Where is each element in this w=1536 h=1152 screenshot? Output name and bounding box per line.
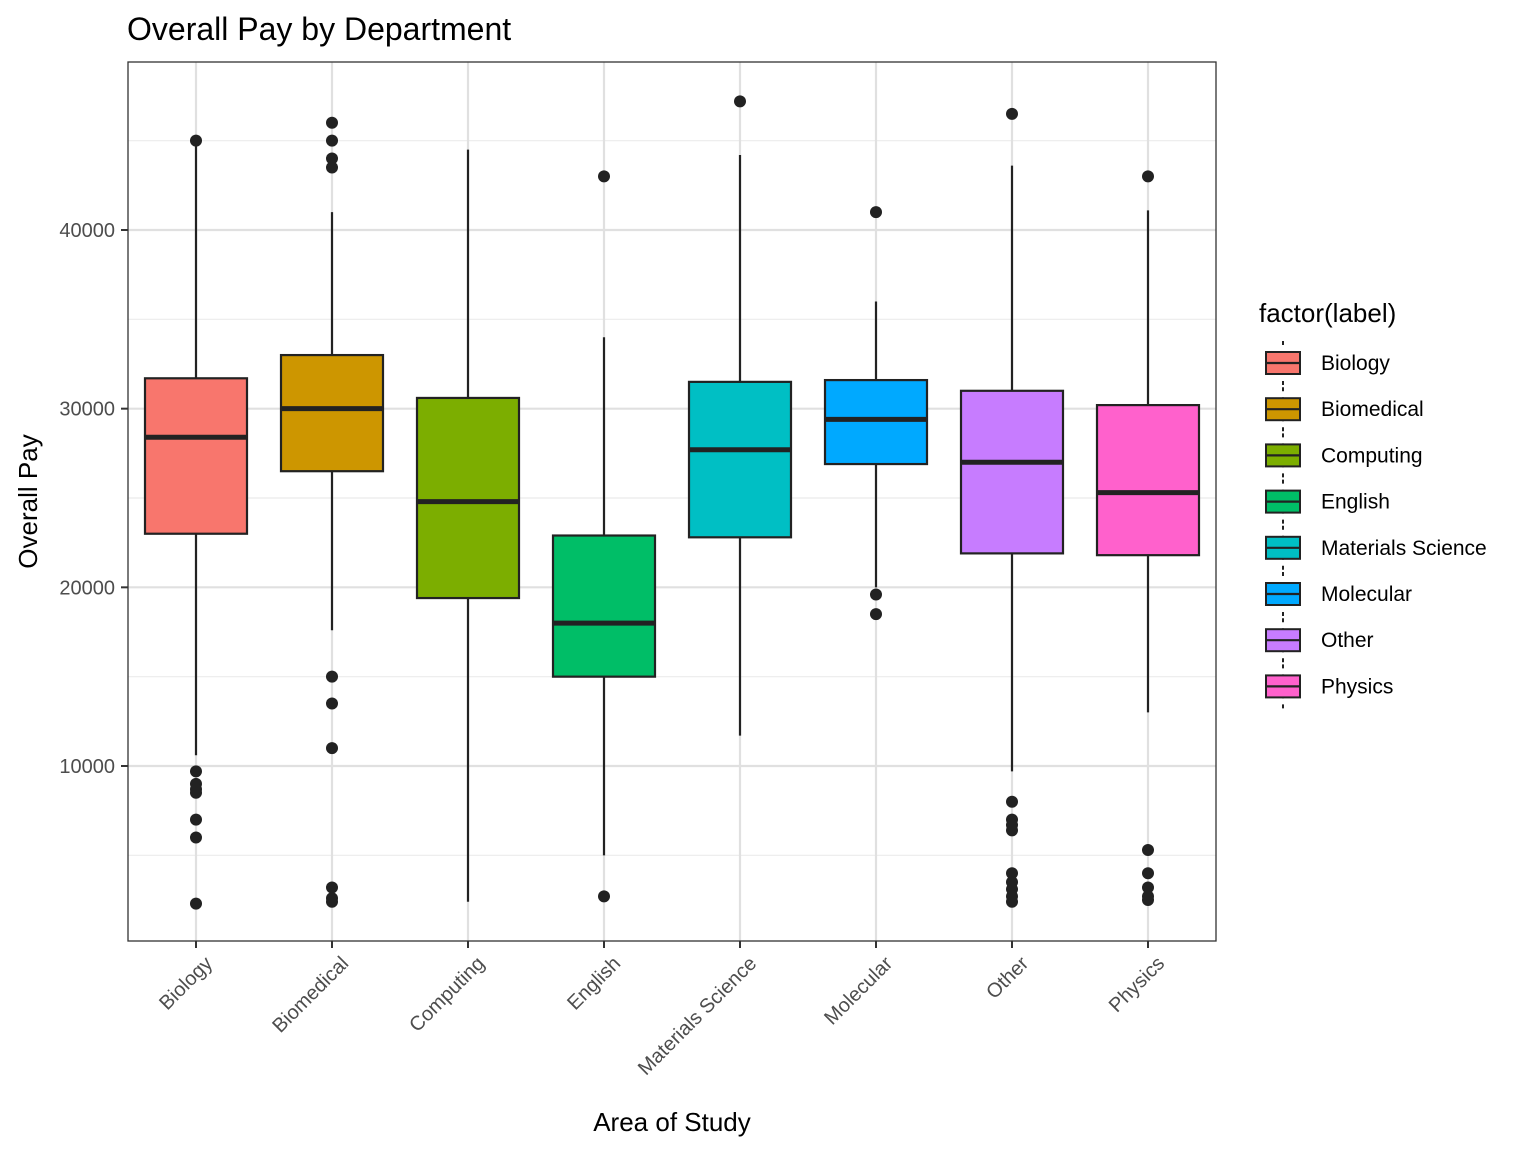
legend-item: Biology <box>1265 341 1390 385</box>
outlier-point <box>1006 107 1018 120</box>
outlier-point <box>1142 867 1154 880</box>
legend: factor(label) Biology Biomedical Computing… <box>1259 298 1487 709</box>
y-tick-label: 40000 <box>59 220 115 242</box>
legend-label: Other <box>1321 629 1374 652</box>
outlier-point <box>598 890 610 903</box>
outlier-point <box>870 206 882 219</box>
x-axis: Biology Biomedical Computing English Materia… <box>155 941 1169 1080</box>
outlier-point <box>1142 894 1154 906</box>
outlier-point <box>326 161 338 174</box>
outlier-point <box>1006 867 1018 880</box>
legend-label: Molecular <box>1321 583 1412 606</box>
legend-item: Biomedical <box>1265 387 1424 432</box>
box-biomedical <box>279 116 385 908</box>
outlier-point <box>326 134 338 147</box>
box-other <box>959 107 1065 908</box>
box-iqr <box>823 378 929 466</box>
box-molecular <box>823 206 929 621</box>
box-iqr <box>1095 403 1201 557</box>
box-physics <box>1095 170 1201 906</box>
outlier-point <box>326 697 338 710</box>
box-iqr <box>279 353 385 473</box>
y-tick-label: 20000 <box>59 577 115 599</box>
outlier-point <box>190 831 202 844</box>
legend-label: English <box>1321 491 1390 514</box>
outlier-point <box>1006 895 1018 908</box>
box-iqr <box>687 380 793 539</box>
outlier-point <box>1006 795 1018 808</box>
box-series <box>143 95 1201 910</box>
x-tick-label: Biomedical <box>268 953 353 1038</box>
legend-label: Biology <box>1321 352 1390 375</box>
outlier-point <box>1142 881 1154 894</box>
outlier-point <box>326 116 338 129</box>
outlier-point <box>1142 170 1154 183</box>
outlier-point <box>870 588 882 601</box>
legend-label: Computing <box>1321 444 1423 467</box>
x-tick-label: Other <box>982 952 1033 1003</box>
y-tick-label: 10000 <box>59 756 115 778</box>
outlier-point <box>734 95 746 108</box>
outlier-point <box>326 152 338 165</box>
minor-gridlines <box>128 140 1216 856</box>
outlier-point <box>1006 824 1018 837</box>
legend-item: Physics <box>1265 664 1393 709</box>
outlier-point <box>326 895 338 908</box>
legend-label: Physics <box>1321 675 1393 698</box>
outlier-point <box>326 881 338 894</box>
outlier-point <box>326 670 338 683</box>
chart-title: Overall Pay by Department <box>127 11 511 47</box>
legend-label: Materials Science <box>1321 537 1487 560</box>
box-biology <box>143 134 249 910</box>
x-tick-label: Physics <box>1105 953 1169 1017</box>
x-tick-label: Materials Science <box>634 953 761 1080</box>
legend-item: English <box>1265 479 1390 524</box>
y-tick-label: 30000 <box>59 399 115 421</box>
x-tick-label: Computing <box>405 953 489 1037</box>
outlier-point <box>598 170 610 183</box>
x-axis-label: Area of Study <box>593 1107 751 1137</box>
box-iqr <box>415 396 521 600</box>
y-axis-label: Overall Pay <box>13 434 43 568</box>
outlier-point <box>870 608 882 621</box>
x-tick-label: Molecular <box>820 952 897 1029</box>
outlier-point <box>326 742 338 755</box>
outlier-point <box>190 813 202 826</box>
legend-title: factor(label) <box>1259 298 1396 328</box>
x-tick-label: Biology <box>155 953 217 1015</box>
plot-panel-border <box>127 61 1217 942</box>
legend-label: Biomedical <box>1321 398 1424 421</box>
legend-item: Computing <box>1265 433 1423 478</box>
legend-item: Materials Science <box>1265 525 1487 570</box>
outlier-point <box>190 134 202 147</box>
x-tick-label: English <box>563 953 625 1015</box>
box-iqr <box>959 389 1065 555</box>
box-english <box>551 170 657 903</box>
box-iqr <box>143 377 249 535</box>
box-computing <box>415 149 521 902</box>
box-iqr <box>551 534 657 678</box>
outlier-point <box>190 786 202 799</box>
legend-item: Other <box>1265 618 1374 663</box>
box-materials-science <box>687 95 793 736</box>
outlier-point <box>190 765 202 778</box>
outlier-point <box>190 897 202 910</box>
legend-item: Molecular <box>1265 572 1412 616</box>
y-axis: 10000 20000 30000 40000 <box>59 220 128 778</box>
outlier-point <box>1142 843 1154 856</box>
